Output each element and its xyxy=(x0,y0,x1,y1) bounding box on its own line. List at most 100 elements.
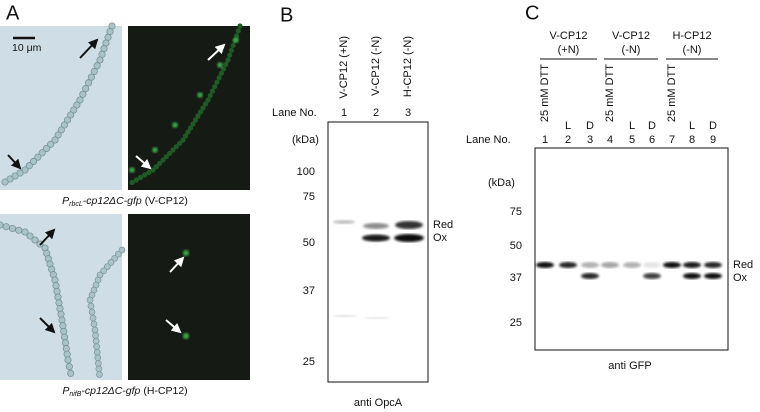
treatment: L xyxy=(689,120,695,132)
cell xyxy=(230,42,236,49)
cell xyxy=(85,79,93,87)
arrow xyxy=(169,256,185,273)
cell xyxy=(214,79,220,85)
band xyxy=(363,223,389,229)
lane-header: V-CP12 (-N) xyxy=(370,36,382,96)
band xyxy=(395,221,423,229)
cell xyxy=(64,356,72,364)
treatment: L xyxy=(629,120,635,132)
cell xyxy=(153,164,159,170)
band xyxy=(683,262,701,268)
marker-label: 75 xyxy=(303,191,315,203)
band xyxy=(536,262,554,268)
promoter: P xyxy=(62,385,69,397)
marker-label: 25 xyxy=(510,317,522,329)
band xyxy=(394,234,424,242)
band xyxy=(333,220,355,224)
treatment: 25 mM DTT xyxy=(539,64,551,122)
cell xyxy=(177,140,183,146)
cell xyxy=(202,101,209,107)
cell xyxy=(90,67,98,75)
cell xyxy=(227,52,233,58)
cell xyxy=(111,254,119,262)
cell xyxy=(157,160,163,166)
cell xyxy=(26,232,34,240)
lane-no-label: Lane No. xyxy=(272,107,317,119)
cell xyxy=(93,348,101,356)
strain: (H-CP12) xyxy=(143,385,187,397)
cell xyxy=(185,129,191,135)
lane-number: 7 xyxy=(669,134,675,146)
marker-label: 50 xyxy=(303,237,315,249)
caption: PnifB-cp12ΔC-gfp (H-CP12) xyxy=(62,385,187,398)
marker-label: 37 xyxy=(303,285,315,297)
arrow xyxy=(207,43,226,61)
arrow xyxy=(79,38,99,59)
antibody-label: anti GFP xyxy=(608,360,651,372)
cell xyxy=(93,62,101,70)
cell xyxy=(51,136,59,144)
gfp-spot xyxy=(183,333,189,339)
cell xyxy=(67,111,75,119)
cell xyxy=(103,263,111,271)
cell xyxy=(87,73,95,81)
band xyxy=(559,262,577,268)
blot xyxy=(327,121,429,383)
promoter: P xyxy=(62,195,69,207)
band xyxy=(333,315,357,317)
cell xyxy=(114,250,122,258)
cell xyxy=(133,177,139,183)
cell xyxy=(180,137,186,143)
treatment: 25 mM DTT xyxy=(666,64,678,122)
arrow xyxy=(165,319,182,334)
cell xyxy=(2,223,10,231)
cell xyxy=(225,57,231,63)
cell xyxy=(0,221,4,229)
cell xyxy=(167,150,173,156)
cell xyxy=(220,66,227,72)
cell xyxy=(51,276,59,284)
cell xyxy=(76,96,84,104)
cell xyxy=(192,117,199,123)
cell xyxy=(87,302,95,310)
cell xyxy=(52,282,60,290)
arrow xyxy=(135,155,152,170)
unit-label: (kDa) xyxy=(292,134,319,146)
gfp-spot xyxy=(129,167,135,173)
cell xyxy=(197,109,204,115)
cell xyxy=(79,90,87,98)
micrographs xyxy=(0,22,250,380)
cell xyxy=(237,23,243,29)
cell xyxy=(8,224,17,233)
cell xyxy=(65,363,73,371)
marker-label: 50 xyxy=(510,240,522,252)
cell xyxy=(25,162,33,170)
band-label: Red xyxy=(733,259,753,271)
cell xyxy=(235,28,241,34)
lane-number: 3 xyxy=(587,134,593,146)
cell xyxy=(56,305,64,313)
lane-number: 5 xyxy=(629,134,635,146)
cell xyxy=(42,145,50,153)
cell xyxy=(91,326,99,334)
group-condition: (-N) xyxy=(683,44,702,56)
cell xyxy=(209,88,216,94)
cell xyxy=(53,287,61,295)
cell xyxy=(1,178,9,186)
lane-header: V-CP12 (+N) xyxy=(338,36,350,99)
gfp-spot xyxy=(233,37,239,43)
cell xyxy=(60,327,68,335)
cell xyxy=(129,179,135,186)
construct: -cp12ΔC-gfp xyxy=(83,195,142,207)
treatment: D xyxy=(709,120,717,132)
cell xyxy=(21,228,29,236)
cell xyxy=(190,121,196,127)
cell xyxy=(173,144,179,150)
panel-label: C xyxy=(525,2,539,24)
band xyxy=(362,234,390,242)
treatment: L xyxy=(565,120,571,132)
band xyxy=(581,273,599,279)
cell xyxy=(216,75,222,81)
cell xyxy=(223,61,229,68)
